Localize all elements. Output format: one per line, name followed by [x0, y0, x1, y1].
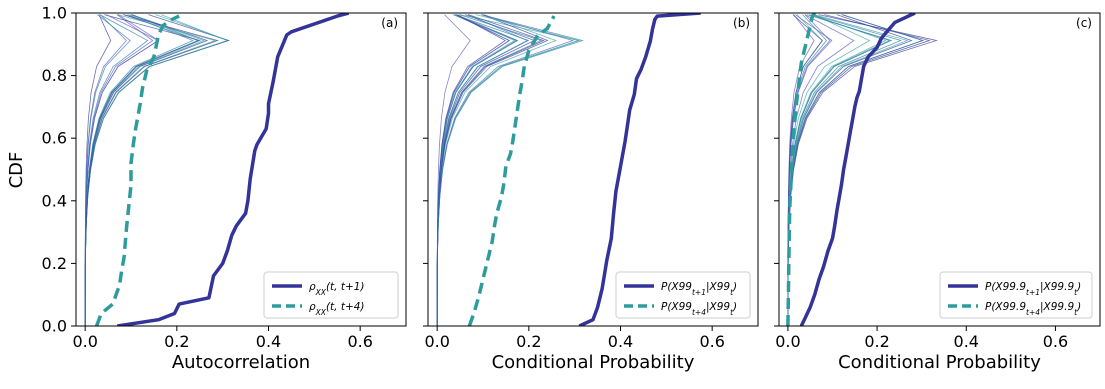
- series-line-1: [117, 13, 350, 326]
- legend-box: [615, 271, 751, 319]
- y-axis-label: CDF: [6, 152, 27, 189]
- legend: P(X99t+1|X99t) P(X99t+4|X99t): [615, 271, 751, 319]
- ensemble-curve: [787, 14, 909, 326]
- ensemble-curve: [84, 14, 200, 326]
- panel-label: (c): [1076, 16, 1092, 30]
- x-tick-label: 0.0: [72, 332, 97, 351]
- series-line-2: [786, 13, 817, 326]
- series-line-1: [799, 13, 916, 326]
- series-line-2: [94, 14, 180, 326]
- ensemble-curve: [436, 14, 581, 326]
- legend-box: [263, 271, 399, 319]
- x-tick-label: 0.6: [1043, 332, 1068, 351]
- ensemble-curve: [84, 14, 131, 326]
- ensemble-curve: [436, 14, 536, 326]
- y-tick-label: 0.2: [42, 254, 67, 273]
- ensemble-curve: [787, 14, 831, 326]
- ensemble-curve: [436, 14, 580, 326]
- series-line-1: [578, 13, 701, 326]
- x-tick-label: 0.2: [516, 332, 541, 351]
- ensemble-curve: [787, 14, 913, 326]
- ensemble-curve: [84, 14, 200, 326]
- plot-area: [84, 13, 350, 326]
- ensemble-curve: [436, 14, 543, 326]
- y-tick-label: 1.0: [42, 4, 67, 23]
- ensemble-curve: [436, 14, 529, 326]
- legend-label-1: ρXX(t, t+1): [309, 281, 365, 297]
- ensemble-curve: [84, 14, 229, 326]
- panel-label: (b): [733, 16, 750, 30]
- x-tick-label: 0.4: [608, 332, 633, 351]
- series-line-2: [467, 15, 556, 326]
- x-tick-label: 0.2: [164, 332, 189, 351]
- legend-label-1: P(X99.9t+1|X99.9t): [985, 281, 1081, 297]
- x-tick-label: 0.4: [954, 332, 979, 351]
- x-tick-label: 0.0: [775, 332, 800, 351]
- plot-area: [436, 13, 701, 326]
- y-tick-label: 0.8: [42, 66, 67, 85]
- ensemble-curve: [436, 14, 584, 326]
- legend: ρXX(t, t+1) ρXX(t, t+4): [263, 271, 399, 319]
- ensemble-curve: [84, 14, 149, 326]
- panel-1: 0.0 0.2 0.4 0.6 0.0 0.2 0.4 0.6 0.8 1.0 Autocorrel…: [42, 4, 407, 373]
- x-tick-label: 0.6: [699, 332, 724, 351]
- x-tick-label: 0.6: [347, 332, 372, 351]
- x-tick-label: 0.4: [256, 332, 281, 351]
- legend: P(X99.9t+1|X99.9t) P(X99.9t+4|X99.9t): [939, 271, 1093, 319]
- x-axis-label: Autocorrelation: [172, 352, 310, 373]
- x-axis-label: Conditional Probability: [492, 352, 695, 373]
- y-tick-label: 0.0: [42, 317, 67, 336]
- x-axis-label: Conditional Probability: [838, 352, 1041, 373]
- axes-frame: [75, 12, 407, 327]
- panel-label: (a): [381, 16, 398, 30]
- y-tick-label: 0.4: [42, 191, 67, 210]
- x-tick-label: 0.2: [864, 332, 889, 351]
- ensemble-curve: [84, 14, 202, 326]
- legend-label-2: ρXX(t, t+4): [309, 301, 365, 317]
- y-tick-label: 0.6: [42, 129, 67, 148]
- x-tick-label: 0.0: [424, 332, 449, 351]
- legend-label-2: P(X99.9t+4|X99.9t): [985, 301, 1081, 317]
- ensemble-curve: [84, 14, 194, 326]
- legend-label-2: P(X99t+4|X99t): [661, 301, 737, 317]
- axes-frame: [427, 12, 759, 327]
- axes-frame: [778, 12, 1101, 327]
- plot-area: [786, 13, 939, 326]
- legend-label-1: P(X99t+1|X99t): [661, 281, 737, 297]
- ensemble-curve: [436, 14, 545, 326]
